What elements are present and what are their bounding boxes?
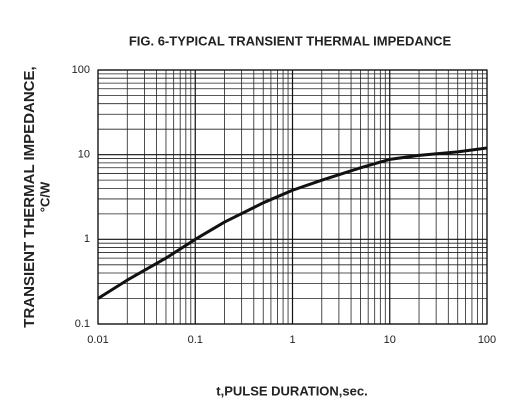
x-axis-label: t,PULSE DURATION,sec. xyxy=(216,383,367,398)
plot-frame xyxy=(97,69,488,325)
x-tick-label: 0.1 xyxy=(188,334,203,346)
x-tick-label: 10 xyxy=(384,334,396,346)
x-tick-label: 1 xyxy=(289,334,295,346)
y-tick-label: 0.1 xyxy=(75,318,90,330)
y-tick-label: 100 xyxy=(72,64,90,76)
x-tick-label: 100 xyxy=(478,334,496,346)
y-axis-unit: °C/W xyxy=(37,181,52,212)
y-tick-label: 10 xyxy=(78,149,90,161)
y-axis-label: TRANSIENT THERMAL IMPEDANCE, xyxy=(21,66,38,327)
x-tick-label: 0.01 xyxy=(87,334,108,346)
data-line xyxy=(97,146,488,300)
y-tick-label: 1 xyxy=(84,233,90,245)
chart-title: FIG. 6-TYPICAL TRANSIENT THERMAL IMPEDAN… xyxy=(129,33,452,48)
